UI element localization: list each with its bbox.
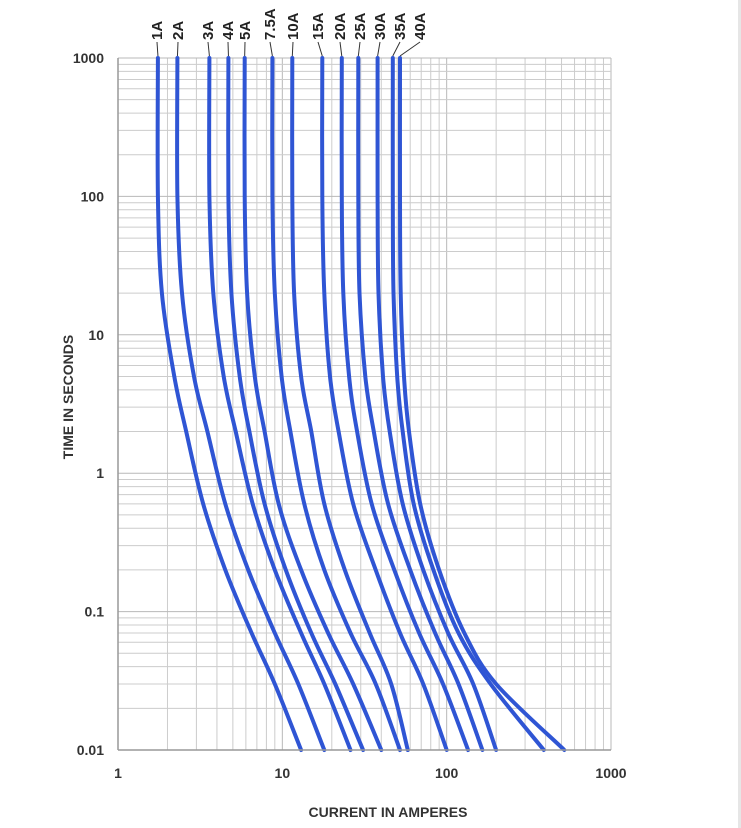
- label-leader: [176, 41, 179, 57]
- x-tick-label: 100: [435, 765, 459, 781]
- y-tick-label: 0.01: [77, 742, 104, 758]
- rating-label-25a: 25A: [352, 12, 369, 40]
- label-leader: [399, 41, 421, 57]
- rating-label-30a: 30A: [372, 12, 389, 40]
- rating-label-40a: 40A: [412, 12, 429, 40]
- rating-label-15a: 15A: [310, 12, 327, 40]
- curve-25a: [356, 56, 485, 752]
- rating-label-1a: 1A: [149, 21, 166, 40]
- curve-1a: [155, 56, 304, 752]
- rating-label-3a: 3A: [200, 21, 217, 40]
- rating-label-5a: 5A: [237, 21, 254, 40]
- label-leader: [339, 41, 343, 57]
- label-leader: [207, 41, 210, 57]
- label-leader: [291, 41, 294, 57]
- axes: CURRENT IN AMPERES TIME IN SECONDS 1 10 10…: [60, 50, 627, 820]
- curve-5a: [242, 56, 384, 752]
- curve-2a: [175, 56, 327, 752]
- curve-3a: [207, 56, 353, 752]
- x-tick-label: 1: [114, 765, 122, 781]
- rating-label-7_5a: 7.5A: [262, 8, 279, 40]
- grid: [117, 57, 612, 751]
- x-tick-label: 10: [275, 765, 291, 781]
- curve-10a: [290, 56, 410, 752]
- y-tick-label: 1000: [73, 50, 104, 66]
- curve-20a: [339, 56, 471, 752]
- y-tick-label: 100: [81, 188, 105, 204]
- label-leader: [156, 41, 159, 57]
- fuse-curves: [155, 56, 567, 752]
- x-axis-title: CURRENT IN AMPERES: [309, 804, 468, 820]
- y-tick-label: 1: [96, 465, 104, 481]
- curve-30a: [375, 56, 499, 752]
- label-leader: [377, 41, 381, 57]
- y-axis-title: TIME IN SECONDS: [60, 335, 76, 459]
- label-leader: [317, 41, 323, 57]
- rating-label-10a: 10A: [285, 12, 302, 40]
- x-tick-label: 1000: [595, 765, 626, 781]
- y-tick-label: 10: [88, 327, 104, 343]
- label-leader: [357, 41, 361, 57]
- curve-4a: [226, 56, 366, 752]
- rating-labels: 1A 2A 3A 4A 5A 7.5A 10A 15A 20A 25A 30A 35A 40A: [149, 8, 429, 57]
- curve-35a: [390, 56, 546, 752]
- rating-label-35a: 35A: [392, 12, 409, 40]
- rating-label-4a: 4A: [220, 21, 237, 40]
- y-tick-label: 0.1: [85, 604, 105, 620]
- curve-15a: [320, 56, 449, 752]
- window-edge: [738, 0, 741, 828]
- label-leader: [392, 41, 401, 57]
- curve-7_5a: [270, 56, 402, 752]
- curve-40a: [397, 56, 567, 752]
- rating-label-2a: 2A: [170, 21, 187, 40]
- label-leader: [269, 41, 273, 57]
- rating-label-20a: 20A: [332, 12, 349, 40]
